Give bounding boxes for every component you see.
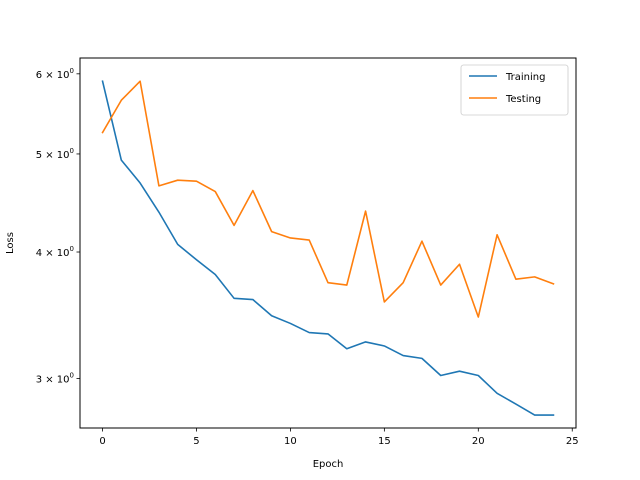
series-line-training bbox=[101, 80, 555, 416]
x-axis-label: Epoch bbox=[313, 459, 344, 470]
y-axis-label: Loss bbox=[5, 232, 16, 254]
plot-frame bbox=[79, 57, 577, 429]
legend-label-training: Training bbox=[505, 72, 545, 83]
x-tick-label: 10 bbox=[284, 436, 297, 447]
y-tick-label: 4 × 100 bbox=[36, 245, 74, 259]
legend: Training Testing bbox=[460, 64, 569, 116]
x-axis: 0 5 10 15 20 25 bbox=[99, 428, 579, 447]
series-line-testing bbox=[101, 80, 555, 318]
plot-background bbox=[80, 58, 576, 428]
x-tick-label: 25 bbox=[566, 436, 579, 447]
y-tick-label: 3 × 100 bbox=[36, 371, 74, 385]
x-tick-label: 0 bbox=[99, 436, 105, 447]
y-axis: 3 × 100 4 × 100 5 × 100 6 × 100 bbox=[36, 67, 80, 385]
y-tick-label: 5 × 100 bbox=[36, 147, 74, 161]
x-tick-label: 15 bbox=[378, 436, 391, 447]
legend-label-testing: Testing bbox=[505, 94, 541, 105]
legend-box bbox=[460, 64, 569, 116]
y-tick-label: 6 × 100 bbox=[36, 67, 74, 81]
x-tick-label: 5 bbox=[193, 436, 199, 447]
series-layer bbox=[101, 80, 555, 416]
x-tick-label: 20 bbox=[472, 436, 485, 447]
